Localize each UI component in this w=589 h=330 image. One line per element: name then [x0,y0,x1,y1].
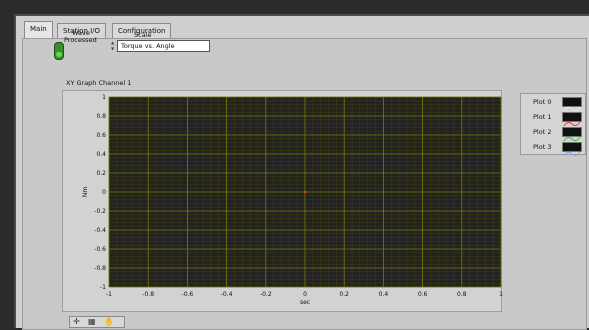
scale-ring[interactable]: Torque vs. Angle [117,40,210,52]
x-tick-label: -0.4 [221,291,233,298]
y-tick-label: 0 [102,189,106,196]
x-tick-label: -1 [106,291,112,298]
y-tick-label: -0.6 [94,246,106,253]
plot-1-swatch-icon[interactable] [562,112,582,127]
legend-row-plot-3[interactable]: Plot 3 [521,140,587,157]
plot-2-swatch-icon[interactable] [562,127,582,142]
legend-row-plot-0[interactable]: Plot 0 [521,95,587,112]
y-tick-label: 0.8 [96,113,106,120]
data-point [304,191,306,193]
legend-label: Plot 2 [533,128,552,136]
wave-processed-toggle[interactable] [54,42,64,60]
x-tick-label: 0.6 [418,291,428,298]
x-tick-label: 0.2 [339,291,349,298]
legend-label: Plot 3 [533,143,552,151]
x-tick-label: 1 [499,291,503,298]
processed-label: Processed [64,36,97,44]
y-tick-label: -0.4 [94,227,106,234]
y-tick-label: 1 [102,94,106,101]
x-tick-label: -0.2 [260,291,272,298]
x-tick-label: -0.6 [182,291,194,298]
plot-3-swatch-icon[interactable] [562,142,582,157]
legend-row-plot-2[interactable]: Plot 2 [521,125,587,142]
tab-main[interactable]: Main [24,21,53,39]
plot-legend[interactable]: Plot 0 Plot 1 Plot 2 Plot 3 [520,93,587,157]
y-tick-label: 0.6 [96,132,106,139]
x-tick-label: -0.8 [142,291,154,298]
xy-graph[interactable]: -1 -0.8 -0.6 -0.4 -0.2 0 0.2 0.4 0.6 0.8 1 1 0.8 0.6 0… [62,90,503,313]
plot-0-swatch-icon[interactable] [562,97,582,112]
tab-station-io[interactable]: Station I/O [57,23,107,38]
x-axis-label: sec [300,299,310,306]
x-tick-label: 0.4 [379,291,389,298]
scale-ring-arrows-icon[interactable]: ▲ ▼ [110,40,115,51]
tab-configuration[interactable]: Configuration [112,23,172,38]
y-tick-label: -0.8 [94,265,106,272]
pan-hand-icon[interactable]: ✋ [104,317,114,326]
y-tick-label: -0.2 [94,208,106,215]
scale-label: Scale [134,31,152,39]
x-tick-label: 0 [303,291,307,298]
y-tick-label: 0.4 [96,151,106,158]
y-tick-label: -1 [100,284,106,291]
y-tick-label: 0.2 [96,170,106,177]
legend-label: Plot 0 [533,98,552,106]
x-tick-label: 0.8 [457,291,467,298]
zoom-icon[interactable]: ▦ [88,317,96,326]
crosshair-icon[interactable]: ✛ [73,317,80,326]
y-axis-label: Nm [82,187,89,197]
xy-graph-plot[interactable]: -1 -0.8 -0.6 -0.4 -0.2 0 0.2 0.4 0.6 0.8 1 1 0.8 0.6 0… [63,91,503,313]
legend-label: Plot 1 [533,113,552,121]
graph-palette: ✛ ▦ ✋ [69,316,125,328]
wave-label: Wave [72,29,90,37]
graph-title: XY Graph Channel 1 [66,79,132,87]
legend-row-plot-1[interactable]: Plot 1 [521,110,587,127]
